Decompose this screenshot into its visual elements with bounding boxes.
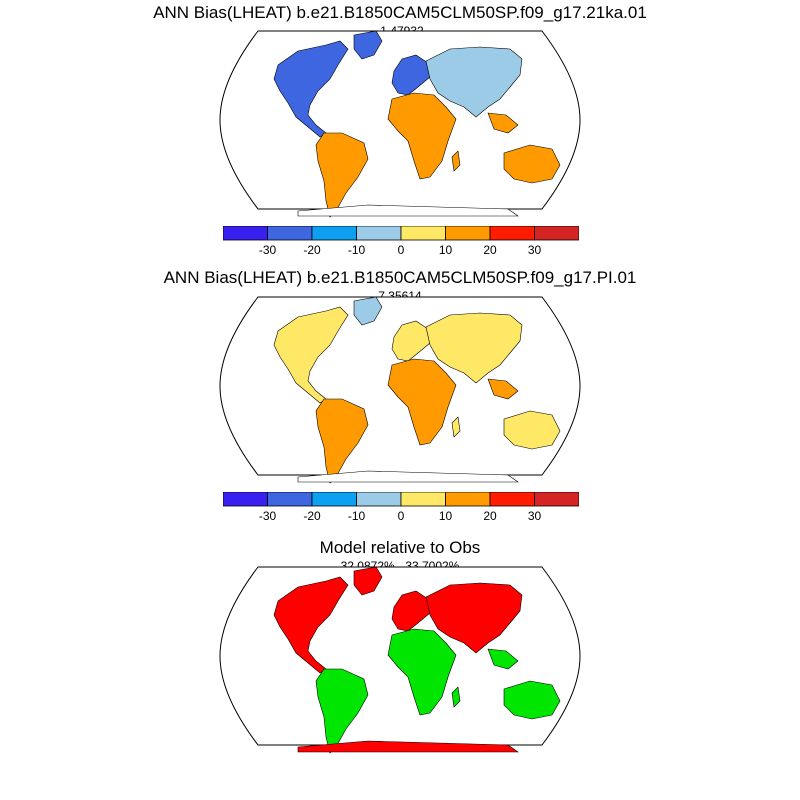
continent-asia	[425, 46, 523, 118]
colorbar-tick-label: -30	[259, 509, 277, 523]
continent-europe	[391, 320, 431, 362]
colorbar-swatch	[445, 492, 491, 507]
map-body	[219, 566, 581, 754]
panel-1-colorbar: -30 -20 -10 0 10 20 30	[223, 226, 579, 257]
continent-asia	[425, 582, 523, 654]
continent-africa	[387, 358, 457, 446]
panel-1-title: ANN Bias(LHEAT) b.e21.B1850CAM5CLM50SP.f…	[153, 3, 647, 22]
colorbar-tick-label: -10	[348, 243, 366, 257]
continent-europe	[391, 590, 431, 632]
colorbar-swatch	[534, 226, 579, 241]
colorbar-body: -30 -20 -10 0 10 20 30	[223, 226, 579, 257]
continent-madagascar	[451, 416, 461, 438]
colorbar-swatch	[489, 226, 535, 241]
colorbar-swatch	[489, 492, 535, 507]
colorbar-tick-label: 30	[528, 509, 542, 523]
continent-asia	[425, 312, 523, 384]
continent-australia	[503, 144, 561, 184]
colorbar-tick-label: 30	[528, 243, 542, 257]
continent-australia	[503, 680, 561, 720]
continent-africa	[387, 628, 457, 716]
panel-2-title: ANN Bias(LHEAT) b.e21.B1850CAM5CLM50SP.f…	[163, 268, 637, 287]
continent-southeast-asia	[487, 112, 519, 134]
continent-southeast-asia	[487, 648, 519, 670]
colorbar-tick-label: 0	[398, 243, 405, 257]
continent-africa	[387, 92, 457, 180]
panel-2-map	[219, 296, 581, 484]
continent-north-america	[273, 306, 349, 404]
colorbar-tick-label: -20	[303, 243, 321, 257]
colorbar-tick-label: -10	[348, 509, 366, 523]
colorbar-swatch	[223, 226, 268, 241]
colorbar-body: -30 -20 -10 0 10 20 30	[223, 492, 579, 523]
continent-greenland	[353, 296, 383, 326]
panel-3-map	[219, 566, 581, 754]
panel-2-colorbar: -30 -20 -10 0 10 20 30	[223, 492, 579, 523]
colorbar-swatch	[356, 492, 402, 507]
continent-north-america	[273, 576, 349, 674]
continent-southeast-asia	[487, 378, 519, 400]
continent-antarctica	[297, 204, 519, 217]
colorbar-swatch	[445, 226, 491, 241]
colorbar-tick-label: 10	[439, 509, 453, 523]
map-body	[219, 296, 581, 484]
continent-madagascar	[451, 150, 461, 172]
colorbar-swatch	[534, 492, 579, 507]
map-body	[219, 30, 581, 218]
continent-antarctica	[297, 740, 519, 753]
colorbar-swatch	[267, 492, 313, 507]
colorbar-swatch	[400, 226, 446, 241]
continent-europe	[391, 54, 431, 96]
continent-greenland	[353, 30, 383, 60]
colorbar-swatch	[267, 226, 313, 241]
colorbar-swatch	[311, 492, 357, 507]
continent-madagascar	[451, 686, 461, 708]
colorbar-tick-label: -30	[259, 243, 277, 257]
continent-greenland	[353, 566, 383, 596]
colorbar-tick-label: 0	[398, 509, 405, 523]
continent-australia	[503, 410, 561, 450]
continent-north-america	[273, 40, 349, 138]
colorbar-swatch	[400, 492, 446, 507]
colorbar-tick-label: 10	[439, 243, 453, 257]
colorbar-swatch	[223, 492, 268, 507]
colorbar-tick-label: 20	[483, 509, 497, 523]
continent-antarctica	[297, 470, 519, 483]
colorbar-swatch	[356, 226, 402, 241]
colorbar-tick-label: -20	[303, 509, 321, 523]
panel-3-title: Model relative to Obs	[319, 538, 481, 557]
colorbar-tick-label: 20	[483, 243, 497, 257]
colorbar-swatch	[311, 226, 357, 241]
panel-1-map	[219, 30, 581, 218]
